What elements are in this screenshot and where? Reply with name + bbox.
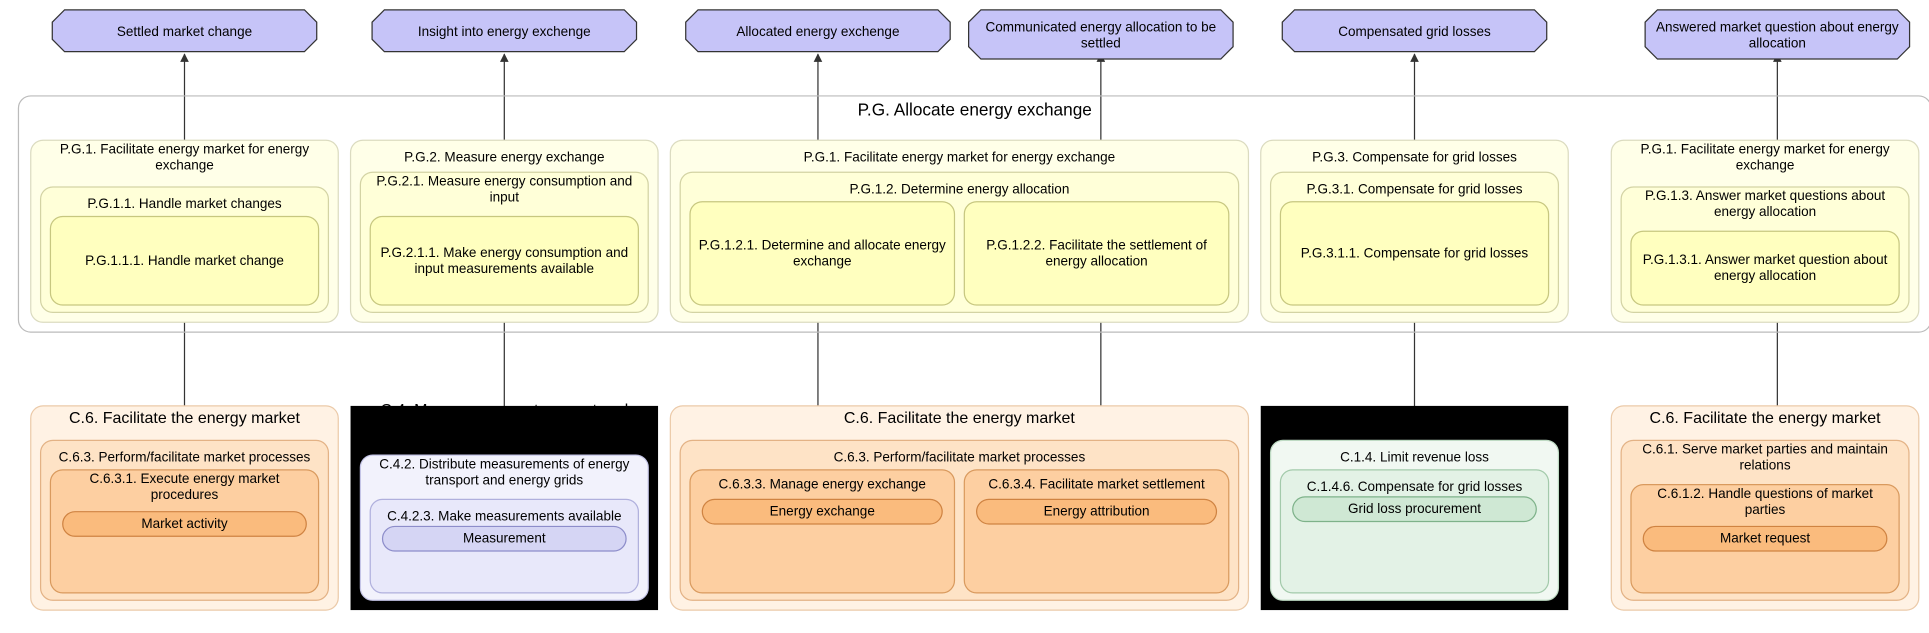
svg-text:C.1.4. Limit revenue loss: C.1.4. Limit revenue loss bbox=[1340, 449, 1489, 464]
svg-text:Measurement: Measurement bbox=[463, 530, 546, 545]
diagram-root: Settled market change Insight into energy… bbox=[0, 0, 1929, 633]
svg-text:C.6. Facilitate the energy mar: C.6. Facilitate the energy market bbox=[1650, 410, 1882, 427]
svg-text:C.6.3. Perform/facilitate mark: C.6.3. Perform/facilitate market process… bbox=[59, 449, 311, 464]
svg-text:C.6.3.3. Manage energy exchang: C.6.3.3. Manage energy exchange bbox=[719, 476, 926, 491]
svg-text:Settled market change: Settled market change bbox=[117, 24, 252, 39]
svg-text:P.G.1.1. Handle market changes: P.G.1.1. Handle market changes bbox=[87, 196, 282, 211]
svg-text:P.G.1.2. Determine energy allo: P.G.1.2. Determine energy allocation bbox=[849, 181, 1069, 196]
svg-text:C.6. Facilitate the energy mar: C.6. Facilitate the energy market bbox=[69, 410, 301, 427]
svg-text:Market activity: Market activity bbox=[141, 516, 228, 531]
svg-text:P.G.3.1. Compensate for grid l: P.G.3.1. Compensate for grid losses bbox=[1306, 181, 1522, 196]
svg-text:Insight into energy exchenge: Insight into energy exchenge bbox=[418, 24, 591, 39]
svg-text:C.6.3.4. Facilitate market set: C.6.3.4. Facilitate market settlement bbox=[988, 476, 1205, 491]
svg-text:P.G. Allocate energy exchange: P.G. Allocate energy exchange bbox=[858, 100, 1092, 120]
svg-text:Grid loss procurement: Grid loss procurement bbox=[1348, 501, 1481, 516]
svg-text:Energy exchange: Energy exchange bbox=[770, 503, 875, 518]
svg-text:C.6.3. Perform/facilitate mark: C.6.3. Perform/facilitate market process… bbox=[834, 449, 1086, 464]
svg-text:Energy attribution: Energy attribution bbox=[1044, 503, 1150, 518]
svg-text:P.G.1.1.1. Handle market chang: P.G.1.1.1. Handle market change bbox=[85, 252, 284, 267]
svg-text:P.G.2.1.1. Make energy consump: P.G.2.1.1. Make energy consumption andin… bbox=[380, 244, 628, 275]
svg-text:P.G.2. Measure energy exchange: P.G.2. Measure energy exchange bbox=[404, 149, 604, 164]
svg-text:Market request: Market request bbox=[1720, 530, 1810, 545]
svg-text:P.G.3. Compensate for grid los: P.G.3. Compensate for grid losses bbox=[1312, 149, 1517, 164]
svg-text:C.6. Facilitate the energy mar: C.6. Facilitate the energy market bbox=[844, 410, 1076, 427]
svg-text:C.1.4.6. Compensate for grid l: C.1.4.6. Compensate for grid losses bbox=[1307, 479, 1523, 494]
svg-text:P.G.1. Facilitate energy marke: P.G.1. Facilitate energy market for ener… bbox=[804, 149, 1116, 164]
svg-text:Allocated energy exchenge: Allocated energy exchenge bbox=[736, 24, 899, 39]
svg-text:P.G.3.1.1. Compensate for grid: P.G.3.1.1. Compensate for grid losses bbox=[1301, 245, 1529, 260]
svg-text:Compensated grid losses: Compensated grid losses bbox=[1338, 24, 1491, 39]
svg-text:C.1. Serve customers: C.1. Serve customers bbox=[1338, 410, 1492, 427]
svg-text:C.4.2.3. Make measurements ava: C.4.2.3. Make measurements available bbox=[387, 508, 621, 523]
